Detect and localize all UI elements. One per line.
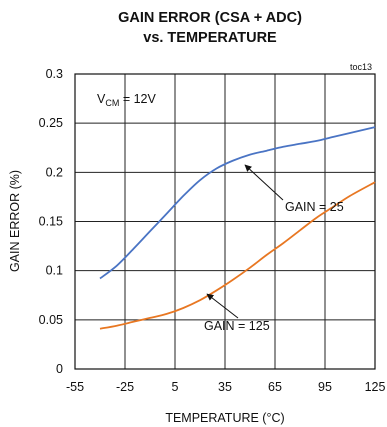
y-tick-label: 0.25 (39, 116, 63, 130)
annotation-gain-125: GAIN = 125 (204, 319, 270, 333)
series-line-gain-25 (99, 126, 376, 280)
x-tick-label: 95 (318, 380, 332, 394)
condition-prefix: V (97, 92, 106, 106)
x-tick-label: 65 (268, 380, 282, 394)
y-tick-label: 0.2 (46, 165, 63, 179)
x-tick-label: 125 (365, 380, 386, 394)
x-tick-label: -25 (116, 380, 134, 394)
plot-frame (74, 73, 376, 370)
y-tick-label: 0.15 (39, 215, 63, 229)
series-line-gain-125 (99, 181, 376, 330)
condition-label: VCM = 12V (97, 92, 156, 108)
grid (74, 73, 376, 370)
y-tick-label: 0.1 (46, 264, 63, 278)
series-lines (99, 126, 376, 330)
y-tick-label: 0.3 (46, 67, 63, 81)
condition-suffix: = 12V (119, 92, 156, 106)
annotation-arrow-gain-25 (244, 164, 284, 201)
y-tick-label: 0.05 (39, 313, 63, 327)
chart-title-line1: GAIN ERROR (CSA + ADC) (118, 10, 302, 26)
chart-title-line2: vs. TEMPERATURE (143, 30, 277, 46)
annotation-arrow-gain-125 (206, 293, 239, 319)
tick-labels: -55 -25 5 35 65 95 125 0 0.05 0.1 0.15 0.2 0.25 0.3 (39, 67, 386, 394)
y-axis-label: GAIN ERROR (%) (8, 170, 22, 272)
x-tick-label: -55 (66, 380, 84, 394)
x-tick-label: 5 (172, 380, 179, 394)
condition-subscript: CM (105, 98, 119, 108)
x-axis-label: TEMPERATURE (°C) (165, 411, 284, 425)
x-tick-label: 35 (218, 380, 232, 394)
corner-code: toc13 (350, 62, 372, 72)
y-tick-label: 0 (56, 362, 63, 376)
annotation-gain-25: GAIN = 25 (285, 200, 344, 214)
